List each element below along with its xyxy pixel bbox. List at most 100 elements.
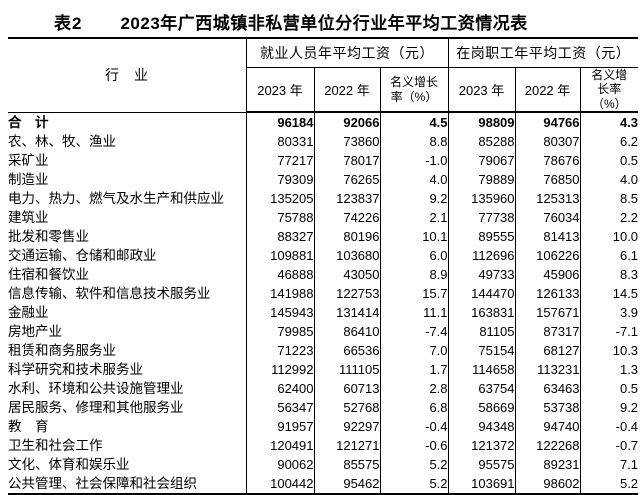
value-cell: 10.0 [579,227,639,247]
value-cell: 85575 [313,455,380,475]
value-cell: 76265 [313,170,380,190]
value-cell: 5.2 [579,474,639,495]
industry-cell: 文化、体育和娱乐业 [8,457,130,473]
value-cell: 4.5 [379,112,449,133]
col-header-onpost-growth: 名义增长率（%） [579,67,639,114]
value-cell: 68127 [514,341,581,361]
value-cell: 95575 [447,455,516,475]
value-cell: 58669 [447,398,516,418]
industry-cell: 制造业 [8,172,49,188]
value-cell: 89555 [447,227,516,247]
table-row: 租赁和商务服务业 71223 66536 7.0 75154 68127 10.3 [8,341,639,361]
value-cell: 77217 [245,151,314,171]
value-cell: 112696 [447,246,516,266]
table-row: 公共管理、社会保障和社会组织 100442 95462 5.2 103691 98602 5… [8,474,639,495]
value-cell: 79985 [245,322,314,342]
value-cell: 79067 [447,151,516,171]
value-cell: 109881 [245,246,314,266]
value-cell: 103680 [313,246,380,266]
industry-cell: 采矿业 [8,153,49,169]
group-header-employed-persons: 就业人员年平均工资（元） [245,38,449,68]
industry-cell: 批发和零售业 [8,229,89,245]
value-cell: 131414 [313,303,380,323]
table-row: 制造业 79309 76265 4.0 79889 76850 4.0 [8,170,639,190]
value-cell: 74226 [313,208,380,228]
industry-cell: 交通运输、仓储和邮政业 [8,248,157,264]
table-row: 农、林、牧、渔业 80331 73860 8.8 85288 80307 6.2 [8,132,639,152]
value-cell: 106226 [514,246,581,266]
value-cell: 56347 [245,398,314,418]
value-cell: 9.2 [379,189,449,209]
value-cell: 98602 [514,474,581,495]
value-cell: 2.1 [379,208,449,228]
value-cell: 4.0 [379,170,449,190]
value-cell: 62400 [245,379,314,399]
value-cell: 15.7 [379,284,449,304]
value-cell: 6.0 [379,246,449,266]
value-cell: 79889 [447,170,516,190]
table-row: 信息传输、软件和信息技术服务业 141988 122753 15.7 144470 126… [8,284,639,304]
value-cell: 75788 [245,208,314,228]
value-cell: 88327 [245,227,314,247]
value-cell: 120491 [245,436,314,456]
page-title: 2023年广西城镇非私营单位分行业年平均工资情况表 [120,13,528,33]
table-row: 合 计 96184 92066 4.5 98809 94766 4.3 [8,112,639,133]
value-cell: 95462 [313,474,380,495]
value-cell: 0.5 [579,379,639,399]
value-cell: 81105 [447,322,516,342]
table-row: 教 育 91957 92297 -0.4 94348 94740 -0.4 [8,417,639,437]
table-row: 采矿业 77217 78017 -1.0 79067 78676 0.5 [8,151,639,171]
table-row: 电力、热力、燃气及水生产和供应业 135205 123837 9.2 135960 125… [8,189,639,209]
industry-cell: 居民服务、修理和其他服务业 [8,400,184,416]
value-cell: 96184 [245,112,314,133]
value-cell: 121372 [447,436,516,456]
industry-cell: 卫生和社会工作 [8,438,103,454]
value-cell: 8.5 [579,189,639,209]
table-row: 文化、体育和娱乐业 90062 85575 5.2 95575 89231 7.1 [8,455,639,475]
value-cell: 80196 [313,227,380,247]
value-cell: 144470 [447,284,516,304]
value-cell: 121271 [313,436,380,456]
value-cell: 10.1 [379,227,449,247]
industry-cell: 科学研究和技术服务业 [8,362,143,378]
value-cell: 1.3 [579,360,639,380]
value-cell: 98809 [447,112,516,133]
value-cell: 4.0 [579,170,639,190]
value-cell: 10.3 [579,341,639,361]
value-cell: 63754 [447,379,516,399]
value-cell: 52768 [313,398,380,418]
col-header-employed-2022: 2022 年 [313,67,380,114]
industry-cell: 公共管理、社会保障和社会组织 [8,476,197,492]
value-cell: 63463 [514,379,581,399]
table-row: 水利、环境和公共设施管理业 62400 60713 2.8 63754 63463 0.5 [8,379,639,399]
value-cell: 87317 [514,322,581,342]
value-cell: 43050 [313,265,380,285]
value-cell: 94766 [514,112,581,133]
industry-cell: 金融业 [8,305,49,321]
table-row: 科学研究和技术服务业 112992 111105 1.7 114658 113231 1.3 [8,360,639,380]
value-cell: -1.0 [379,151,449,171]
value-cell: -0.4 [579,417,639,437]
col-header-employed-growth: 名义增长率（%） [379,67,449,114]
value-cell: 100442 [245,474,314,495]
title-row: 表2 2023年广西城镇非私营单位分行业年平均工资情况表 [8,5,644,37]
value-cell: 79309 [245,170,314,190]
value-cell: 114658 [447,360,516,380]
value-cell: 8.9 [379,265,449,285]
value-cell: 135960 [447,189,516,209]
value-cell: 92297 [313,417,380,437]
value-cell: 78017 [313,151,380,171]
value-cell: 103691 [447,474,516,495]
industry-cell: 水利、环境和公共设施管理业 [8,381,184,397]
value-cell: 8.3 [579,265,639,285]
value-cell: 76850 [514,170,581,190]
value-cell: 6.2 [579,132,639,152]
value-cell: 92066 [313,112,380,133]
industry-cell: 租赁和商务服务业 [8,343,116,359]
industry-cell: 住宿和餐饮业 [8,267,89,283]
value-cell: 5.2 [379,474,449,495]
col-header-onpost-2023: 2023 年 [447,67,516,114]
col-header-employed-2023: 2023 年 [245,67,314,114]
value-cell: 123837 [313,189,380,209]
value-cell: 11.1 [379,303,449,323]
